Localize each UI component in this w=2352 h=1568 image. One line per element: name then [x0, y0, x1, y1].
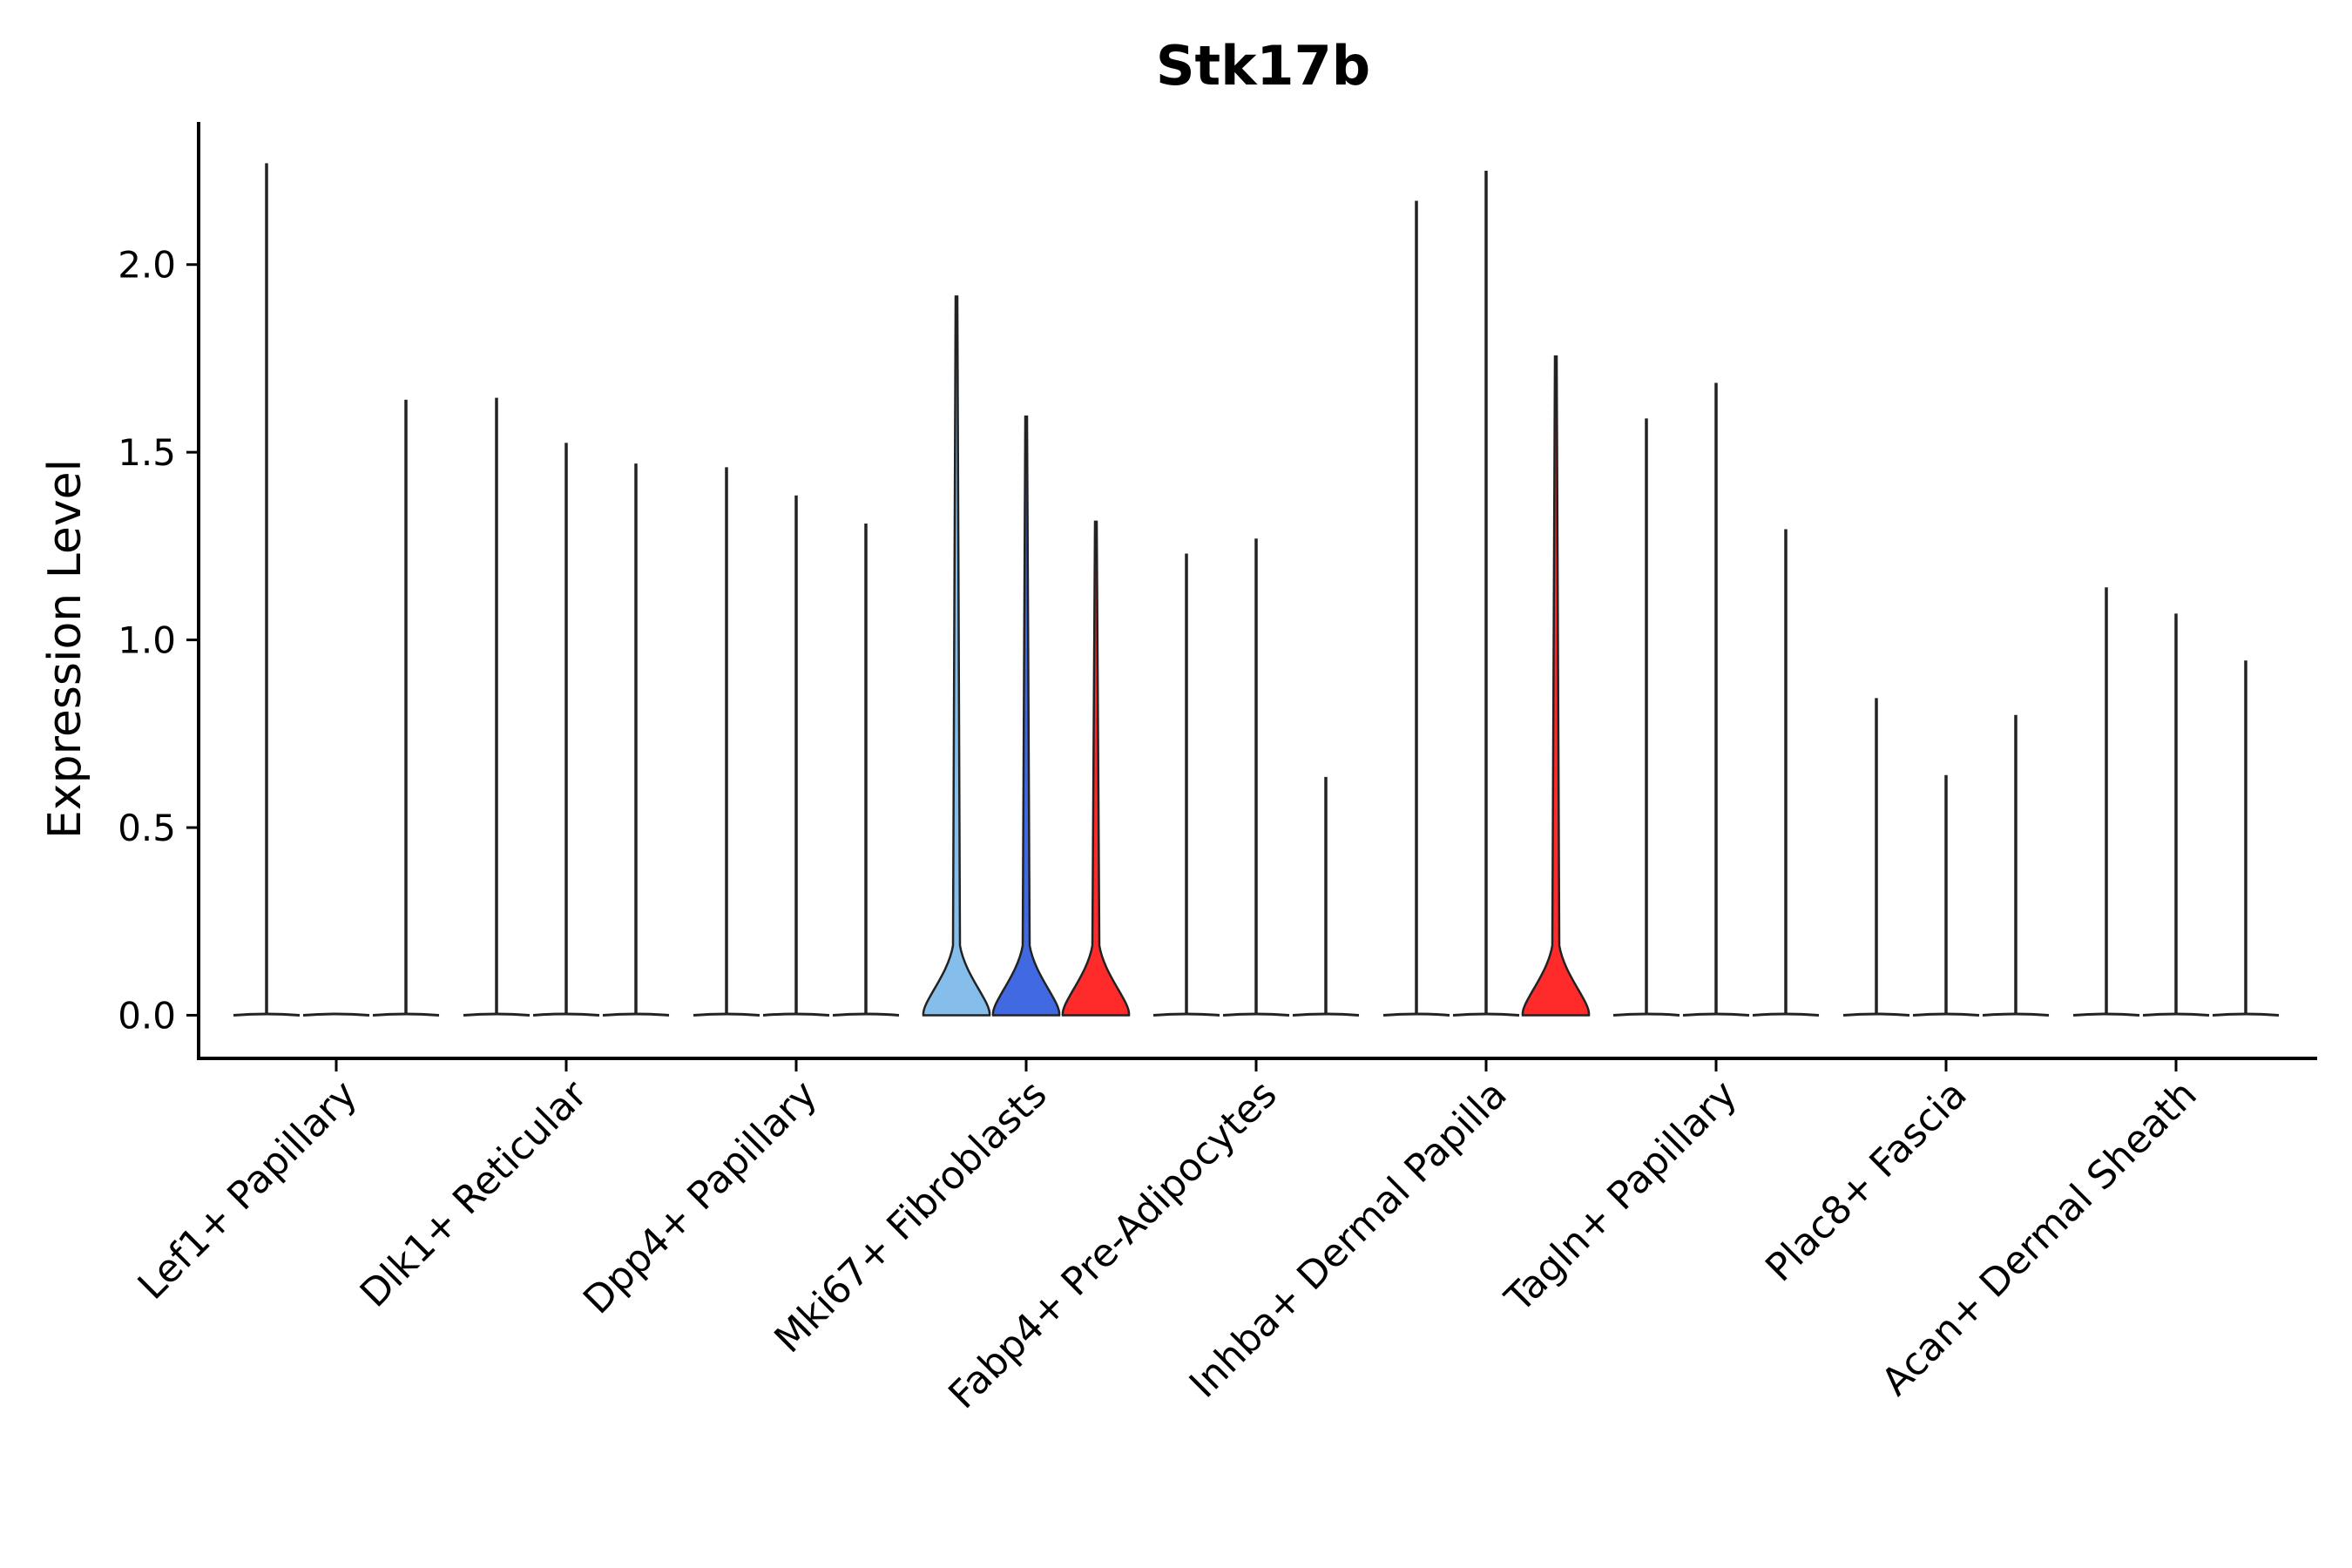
violin-4-0	[1152, 553, 1220, 1017]
violin-2-0	[693, 467, 760, 1017]
y-tick-label: 1.5	[118, 431, 176, 474]
violin-2-1	[762, 495, 830, 1017]
x-tick-label: Lef1+ Papillary	[130, 1072, 366, 1308]
violin-2-2	[832, 524, 900, 1017]
violin-4-2	[1292, 776, 1360, 1017]
violin-5-0	[1382, 200, 1450, 1017]
violin-body	[922, 295, 991, 1017]
violin-8-0	[2072, 587, 2140, 1017]
violin-1-1	[532, 443, 600, 1017]
violin-6-2	[1752, 529, 1820, 1017]
violin-7-2	[1982, 714, 2050, 1017]
violin-4-1	[1222, 538, 1290, 1017]
violins-group	[233, 163, 2280, 1017]
x-tick-label: Tagln+ Papillary	[1497, 1072, 1746, 1321]
y-tick-label: 2.0	[118, 244, 176, 287]
violin-body	[1521, 355, 1591, 1017]
violin-3-2	[1061, 520, 1131, 1017]
violin-body	[1061, 520, 1131, 1017]
x-tick-label: Plac8+ Fascia	[1757, 1072, 1976, 1291]
y-tick-label: 0.0	[118, 994, 176, 1037]
violin-body	[991, 415, 1061, 1017]
violin-base	[302, 1012, 370, 1017]
y-tick-label: 0.5	[118, 807, 176, 849]
violin-1-0	[463, 397, 531, 1017]
x-tick-label: Dpp4+ Papillary	[575, 1072, 826, 1323]
violin-3-0	[922, 295, 991, 1017]
violin-6-1	[1682, 382, 1750, 1017]
violin-5-1	[1452, 171, 1520, 1017]
violin-7-0	[1842, 698, 1910, 1017]
violin-0-0	[233, 163, 301, 1017]
violin-5-2	[1521, 355, 1591, 1017]
chart-title: Stk17b	[1156, 34, 1370, 98]
violin-6-0	[1612, 418, 1680, 1017]
violin-0-1	[302, 1012, 370, 1017]
violin-1-2	[602, 463, 670, 1017]
violin-3-1	[991, 415, 1061, 1017]
violin-7-1	[1912, 774, 1980, 1017]
y-axis-title: Expression Level	[39, 459, 91, 839]
y-ticks-group: 0.0 0.5 1.0 1.5 2.0	[118, 244, 199, 1037]
violin-8-1	[2142, 613, 2210, 1017]
violin-8-2	[2212, 660, 2280, 1017]
violin-0-2	[372, 399, 440, 1017]
x-tick-label: Dlk1+ Reticular	[352, 1071, 597, 1316]
y-tick-label: 1.0	[118, 619, 176, 662]
